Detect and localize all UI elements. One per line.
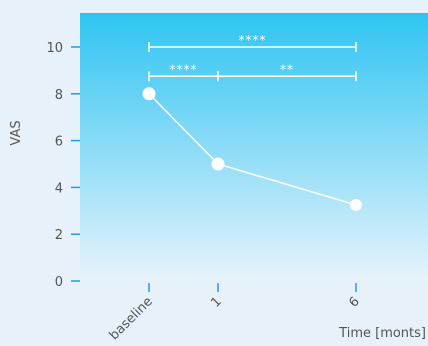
significance-bracket-3: **	[217, 62, 357, 82]
series-vas	[142, 87, 362, 211]
significance-label: ****	[239, 33, 267, 47]
y-axis: 0 2 4 6 8 10	[46, 41, 80, 290]
y-tick-label-0: 0	[55, 275, 63, 290]
significance-label: ****	[170, 62, 198, 76]
y-tick-label-10: 10	[46, 41, 63, 56]
data-point-6	[350, 198, 362, 211]
data-point-baseline	[142, 87, 156, 101]
significance-bracket-1: ****	[148, 33, 357, 52]
x-tick-label-6: 6	[346, 294, 362, 310]
x-axis: baseline 1 6	[107, 283, 363, 343]
y-tick-label-6: 6	[55, 135, 63, 150]
x-tick-label-baseline: baseline	[107, 294, 156, 343]
data-point-1	[211, 157, 225, 171]
significance-label: **	[280, 62, 294, 76]
x-axis-label: Time [monts]	[338, 326, 426, 341]
y-tick-label-8: 8	[55, 88, 63, 103]
y-tick-label-4: 4	[55, 181, 63, 196]
significance-brackets: ******** **	[148, 33, 357, 82]
plot-background	[80, 13, 428, 281]
y-tick-label-2: 2	[55, 228, 63, 243]
y-axis-label: VAS	[9, 120, 24, 145]
x-tick-label-1: 1	[208, 294, 224, 310]
